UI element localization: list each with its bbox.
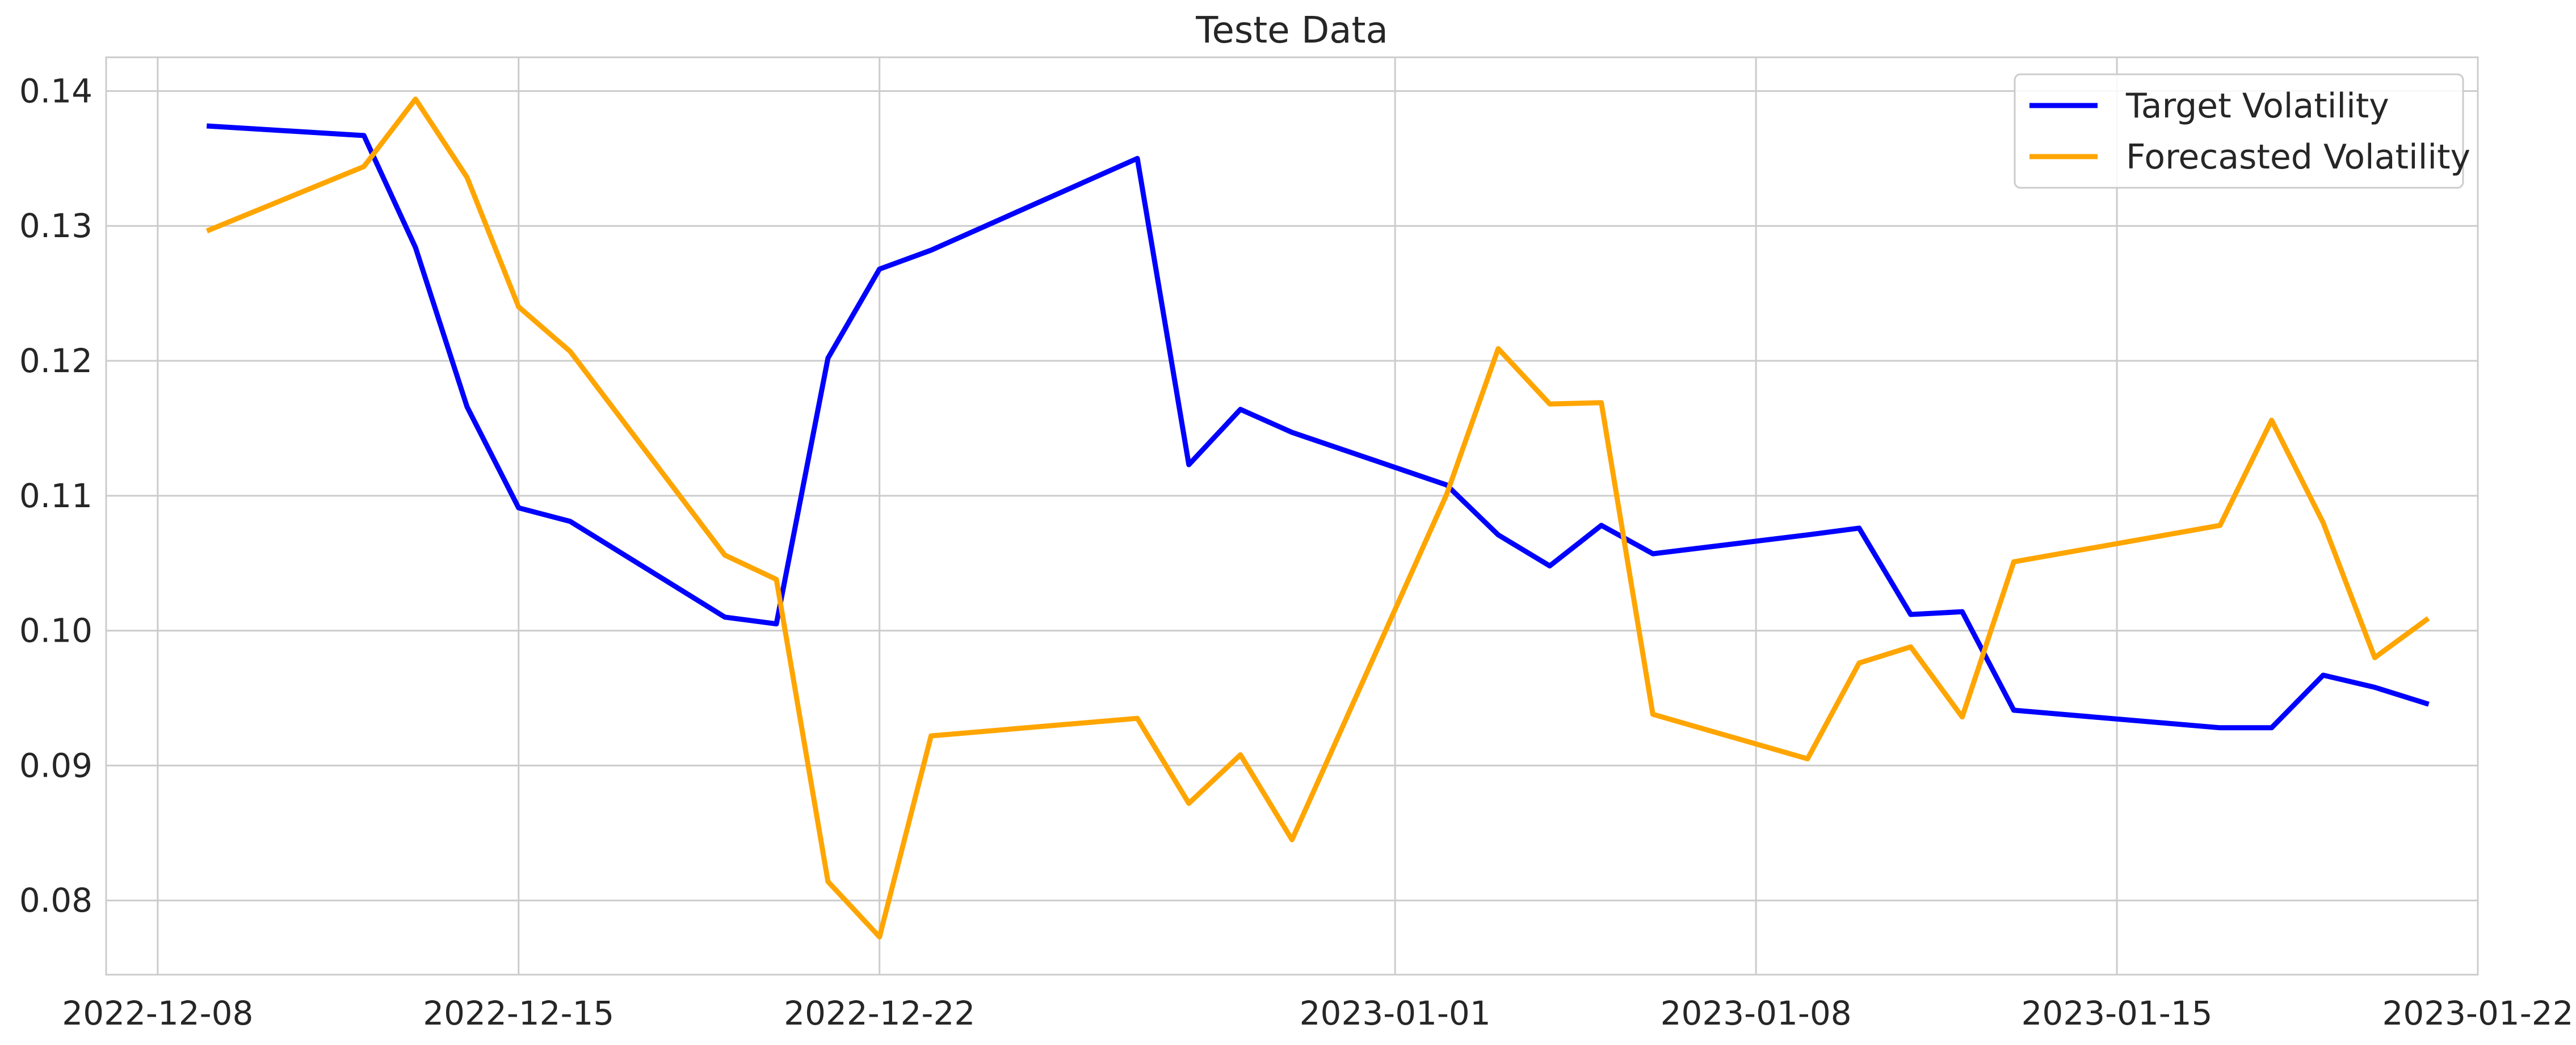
plot-area-frame [105,56,2479,976]
x-tick-label: 2023-01-15 [2022,994,2213,1033]
legend: Target Volatility Forecasted Volatility [2014,73,2470,189]
y-tick-label: 0.14 [19,71,93,110]
y-axis-tick-labels: 0.08 0.09 0.10 0.11 0.12 0.13 0.14 [19,71,93,920]
series-line-target-volatility [206,123,2430,731]
legend-box [2014,73,2464,189]
y-tick-label: 0.13 [19,207,93,245]
x-tick-label: 2023-01-22 [2382,994,2573,1033]
y-tick-label: 0.12 [19,342,93,380]
y-tick-label: 0.11 [19,477,93,515]
y-tick-label: 0.10 [19,612,93,650]
y-tick-label: 0.08 [19,881,93,920]
legend-label: Forecasted Volatility [2126,137,2470,177]
y-tick-label: 0.09 [19,746,93,785]
series-line-forecasted-volatility [205,96,2430,939]
series-lines [205,96,2430,939]
x-tick-label: 2023-01-08 [1661,994,1852,1033]
x-axis-tick-labels: 2022-12-08 2022-12-15 2022-12-22 2023-01-01… [62,994,2573,1033]
x-tick-label: 2022-12-08 [62,994,253,1033]
legend-label: Target Volatility [2125,86,2389,126]
x-tick-label: 2022-12-15 [423,994,614,1033]
x-tick-label: 2022-12-22 [784,994,975,1033]
chart-title: Teste Data [1195,10,1388,52]
x-tick-label: 2023-01-01 [1300,994,1491,1033]
